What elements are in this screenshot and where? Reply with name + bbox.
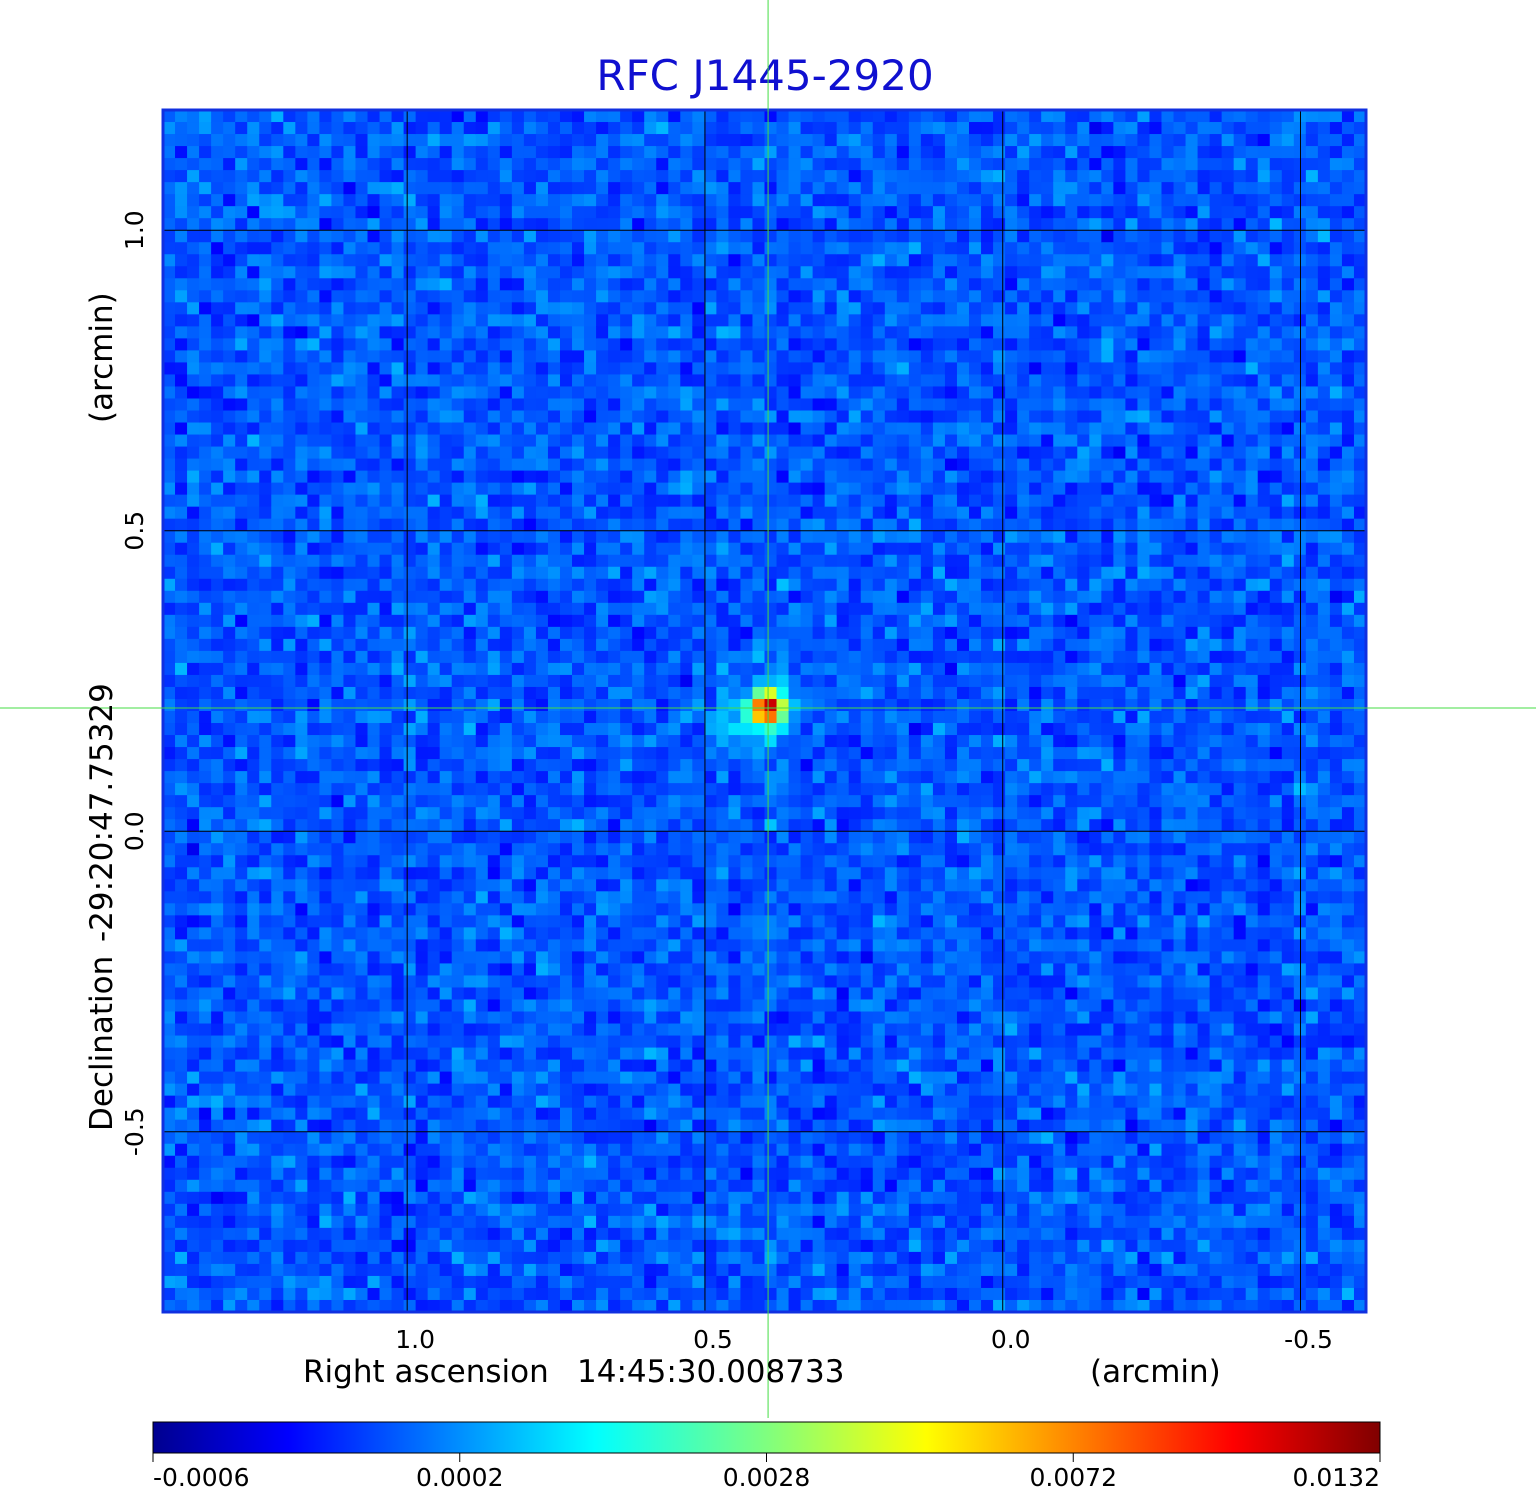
- colorbar: [152, 1421, 1381, 1454]
- colorbar-ticks: -0.0006 0.0002 0.0028 0.0072 0.0132: [152, 1453, 1381, 1492]
- y-tick-label: 0.5: [120, 511, 149, 551]
- y-axis-name: Declination: [84, 956, 120, 1131]
- chart-title: RFC J1445-2920: [596, 51, 933, 100]
- x-tick-label: 1.0: [395, 1325, 435, 1354]
- y-tick-labels: 1.0 0.5 0.0 -0.5: [120, 210, 149, 1156]
- colorbar-tick-label: 0.0028: [723, 1463, 810, 1492]
- x-tick-labels: 1.0 0.5 0.0 -0.5: [395, 1325, 1333, 1354]
- y-axis-center: -29:20:47.75329: [84, 683, 120, 942]
- plot-frame: [161, 108, 1368, 1314]
- x-tick-label: -0.5: [1284, 1325, 1333, 1354]
- y-tick-label: -0.5: [120, 1107, 149, 1156]
- x-axis-name: Right ascension: [303, 1354, 549, 1390]
- x-axis-unit: (arcmin): [1090, 1354, 1221, 1390]
- y-axis-unit: (arcmin): [84, 292, 120, 423]
- x-tick-label: 0.0: [991, 1325, 1031, 1354]
- colorbar-tick-label: 0.0002: [416, 1463, 503, 1492]
- colorbar-tick-label: 0.0072: [1030, 1463, 1117, 1492]
- colorbar-tick-label: 0.0132: [1293, 1463, 1380, 1492]
- crosshair: [0, 0, 1536, 1418]
- y-tick-label: 0.0: [120, 811, 149, 851]
- colorbar-tick-label: -0.0006: [153, 1463, 250, 1492]
- x-axis-center: 14:45:30.008733: [577, 1354, 844, 1390]
- y-tick-label: 1.0: [120, 210, 149, 250]
- x-tick-label: 0.5: [693, 1325, 733, 1354]
- intensity-image: [163, 110, 1366, 1312]
- coordinate-grid: [163, 110, 1366, 1312]
